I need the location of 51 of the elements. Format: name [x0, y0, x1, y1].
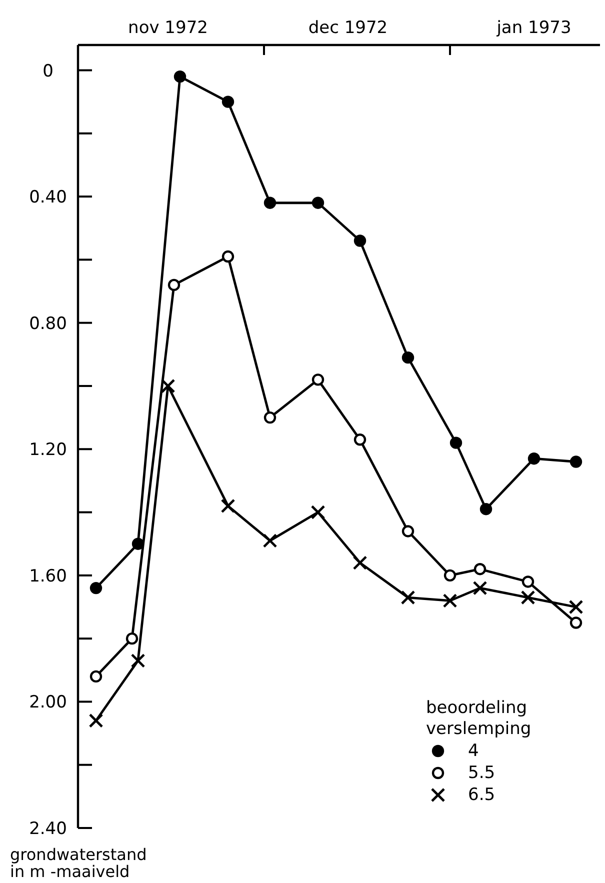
x-tick-label: jan 1973 — [496, 18, 572, 38]
point — [310, 505, 326, 520]
y-tick-label: 2.00 — [29, 692, 67, 713]
point — [312, 374, 324, 386]
legend-title: beoordeling verslemping — [426, 698, 532, 740]
point — [220, 498, 236, 514]
point — [312, 196, 324, 209]
point — [222, 250, 234, 263]
point — [168, 278, 180, 292]
y-tick-label: 0.40 — [29, 188, 67, 208]
point — [480, 503, 492, 516]
point — [132, 538, 144, 550]
point — [402, 525, 414, 538]
y-tick-label: 0 — [42, 61, 54, 82]
point — [442, 593, 458, 608]
point — [450, 436, 462, 449]
point — [88, 713, 104, 728]
y-tick-label: 1.60 — [29, 566, 67, 586]
point — [570, 616, 582, 629]
x-tick-label: nov 1972 — [128, 18, 208, 38]
point — [528, 452, 540, 465]
point — [568, 600, 584, 614]
y-tick-label: 2.40 — [29, 819, 67, 839]
legend-label: 5.5 — [468, 763, 496, 783]
point — [262, 533, 278, 548]
point — [222, 96, 234, 108]
point — [174, 70, 186, 83]
point — [354, 434, 366, 446]
point — [400, 590, 416, 605]
point — [474, 563, 486, 576]
point — [570, 456, 582, 468]
point — [522, 576, 534, 588]
y-tick-label: 1.20 — [29, 440, 67, 460]
point — [160, 378, 176, 394]
point — [444, 569, 456, 582]
point — [130, 653, 146, 668]
y-tick-label: 0.80 — [29, 314, 67, 334]
y-axis-title: grondwaterstand in m -maaiveld — [10, 845, 148, 881]
point — [520, 590, 536, 605]
point — [264, 411, 276, 424]
point — [402, 351, 414, 364]
point — [90, 582, 102, 594]
legend-label: 4 — [468, 741, 479, 761]
point — [352, 556, 368, 570]
point — [472, 580, 488, 596]
x-tick-label: dec 1972 — [308, 18, 388, 38]
point — [264, 196, 276, 209]
point — [126, 632, 138, 645]
point — [90, 670, 102, 683]
point — [354, 234, 366, 247]
legend-label: 6.5 — [468, 785, 496, 805]
